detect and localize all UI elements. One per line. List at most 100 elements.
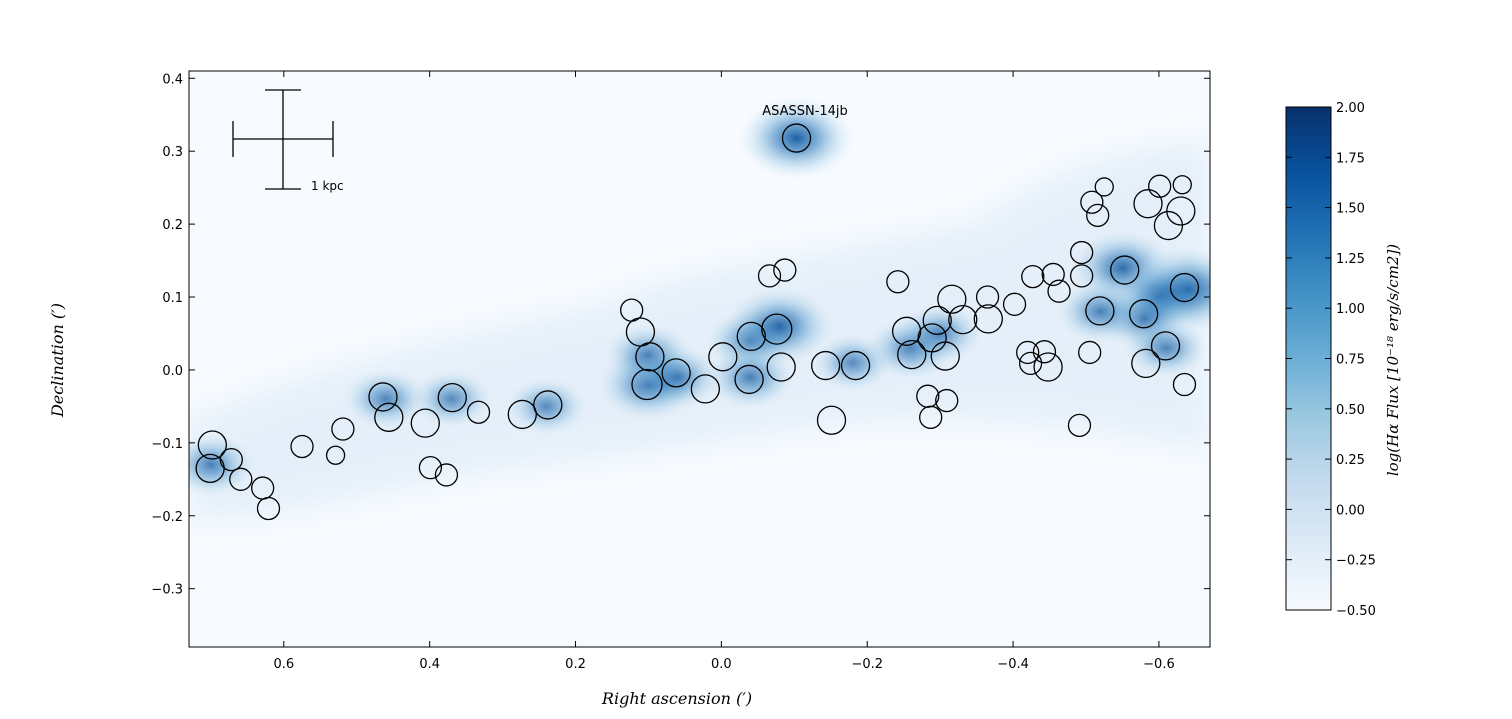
colorbar-tick-label: 1.25 (1336, 252, 1365, 267)
x-tick-label: 0.2 (565, 657, 586, 672)
colorbar-tick-label: 0.50 (1336, 403, 1365, 418)
region-circle (1172, 175, 1192, 195)
colorbar-tick-label: 1.50 (1336, 202, 1365, 217)
emission-knot (632, 345, 723, 410)
x-tick-label: 0.6 (273, 657, 294, 672)
emission-knot (410, 369, 493, 429)
region-circle (631, 368, 663, 401)
region-circle (635, 342, 665, 372)
region-circle (973, 304, 1003, 334)
region-circle (1150, 331, 1181, 361)
region-circle (886, 270, 910, 294)
y-tick-label: −0.1 (151, 437, 183, 452)
region-circle (418, 455, 443, 480)
y-axis-ticks: 0.4 0.3 0.2 0.1 0.0 −0.1 −0.2 −0.3 (151, 72, 1210, 598)
x-tick-label: −0.4 (997, 657, 1029, 672)
region-circle (708, 342, 738, 372)
region-circle (325, 445, 346, 465)
region-circle (1069, 264, 1094, 288)
region-circle (975, 285, 1000, 309)
region-circle (661, 358, 691, 388)
region-circle (781, 123, 812, 153)
colorbar-tick-label: 1.75 (1336, 151, 1365, 166)
colorbar-ticks: 2.00 1.75 1.50 1.25 1.00 0.75 0.50 0.25 0.00 −0.2… (1286, 101, 1376, 619)
region-circle (1110, 255, 1140, 285)
y-tick-label: 0.3 (162, 145, 183, 160)
region-circle (1033, 352, 1063, 382)
region-circle (919, 405, 943, 429)
x-axis-ticks: 0.6 0.4 0.2 0.0 −0.2 −0.4 −0.6 (273, 71, 1175, 672)
region-circle (1021, 264, 1045, 289)
region-circle (410, 408, 440, 438)
region-circle (1085, 296, 1115, 326)
region-circle (948, 304, 978, 335)
region-circle (374, 402, 404, 432)
region-circle (507, 399, 537, 430)
y-tick-label: 0.0 (162, 364, 183, 379)
region-circle (935, 388, 959, 413)
region-circle (290, 434, 314, 459)
region-circle (1148, 174, 1172, 198)
y-tick-label: −0.2 (151, 510, 183, 525)
region-circle (1080, 190, 1104, 214)
region-circle (690, 374, 720, 404)
region-circle (897, 339, 927, 370)
region-circle (1002, 292, 1027, 316)
emission-knot (505, 377, 588, 436)
region-circle (1131, 348, 1161, 379)
region-circle (466, 400, 491, 424)
region-circle (811, 350, 841, 381)
region-markers (195, 123, 1200, 521)
halpha-map (189, 71, 1210, 647)
y-tick-label: 0.4 (162, 72, 183, 87)
region-circle (1166, 196, 1196, 226)
region-circle (773, 258, 797, 282)
colorbar-tick-label: 0.75 (1336, 353, 1365, 368)
region-circle (229, 467, 253, 491)
region-circle (761, 313, 793, 345)
region-circle (1094, 177, 1114, 197)
colorbar-tick-label: 0.00 (1336, 503, 1365, 518)
region-circle (1067, 413, 1092, 437)
scale-bar-label: 1 kpc (311, 179, 344, 193)
region-circle (734, 364, 764, 395)
colorbar-tick-label: −0.25 (1336, 554, 1376, 569)
y-tick-label: −0.3 (151, 583, 183, 598)
region-circle (1172, 372, 1197, 397)
region-circle (533, 390, 563, 420)
region-circle (1032, 340, 1057, 364)
region-circle (1133, 189, 1163, 219)
region-circle (937, 284, 967, 314)
colorbar-tick-label: 2.00 (1336, 101, 1365, 116)
region-circle (256, 496, 281, 521)
x-tick-label: 0.4 (419, 657, 440, 672)
y-tick-label: 0.1 (162, 291, 183, 306)
emission-knot (1123, 317, 1210, 379)
x-tick-label: −0.2 (851, 657, 883, 672)
region-circle (891, 316, 922, 346)
x-tick-label: 0.0 (711, 657, 732, 672)
region-circle (816, 405, 847, 435)
region-circle (1086, 203, 1110, 228)
region-circle (1169, 272, 1200, 303)
plot-area: 0.6 0.4 0.2 0.0 −0.2 −0.4 −0.6 0.4 0.3 0.2 0.1 0.0… (151, 70, 1211, 672)
region-circle (1016, 340, 1040, 365)
region-circle (197, 430, 227, 460)
region-circle (368, 382, 398, 412)
y-axis-label: Declination (′) (48, 303, 67, 418)
y-tick-label: 0.2 (162, 218, 183, 233)
region-circle (1078, 340, 1102, 365)
region-circle (1047, 279, 1071, 303)
colorbar-tick-label: 0.25 (1336, 453, 1365, 468)
emission-knot (737, 96, 856, 180)
colorbar-tick-label: −0.50 (1336, 604, 1376, 619)
colorbar-label: log(Hα Flux [10⁻¹⁸ erg/s/cm2]) (1384, 244, 1402, 476)
region-circle (1041, 262, 1065, 287)
x-tick-label: −0.6 (1143, 657, 1175, 672)
region-circle (331, 417, 355, 441)
region-circle (766, 352, 796, 382)
emission-knot (1055, 279, 1146, 344)
region-circle (1018, 351, 1043, 376)
region-circle (736, 321, 766, 352)
